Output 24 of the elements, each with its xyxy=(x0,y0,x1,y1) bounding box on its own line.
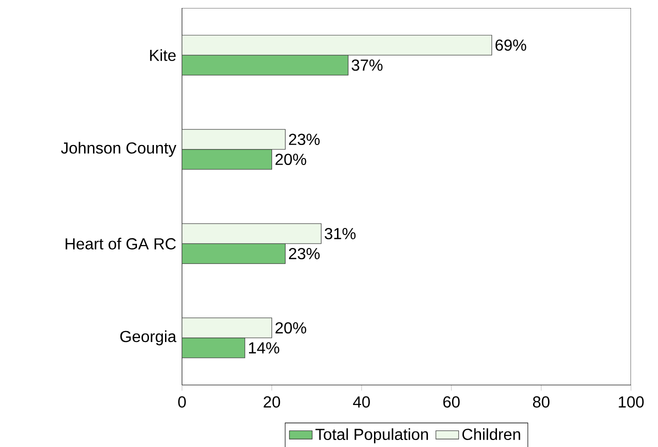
data-label: 20% xyxy=(276,154,306,166)
bar xyxy=(182,243,286,264)
bar xyxy=(182,149,272,170)
data-label: 23% xyxy=(289,134,320,146)
x-tick-label: 100 xyxy=(618,396,644,408)
y-tick-label: Johnson County xyxy=(61,142,176,157)
data-label: 37% xyxy=(352,59,383,71)
x-tick-label: 0 xyxy=(178,396,186,408)
data-label: 69% xyxy=(496,39,526,51)
x-tick-label: 80 xyxy=(532,396,550,408)
data-label: 31% xyxy=(324,228,356,240)
x-tick-label: 60 xyxy=(443,396,460,408)
bar xyxy=(182,54,348,76)
y-tick-label: Heart of GA RC xyxy=(66,238,176,250)
x-tick-label: 20 xyxy=(264,396,280,408)
data-label: 14% xyxy=(249,342,280,354)
data-label: 20% xyxy=(276,322,306,334)
legend-label: Children xyxy=(462,428,520,440)
x-tick-label: 40 xyxy=(353,396,370,408)
legend-label: Total Population xyxy=(315,428,428,444)
data-label: 23% xyxy=(289,248,320,260)
y-tick-label: Kite xyxy=(150,49,176,61)
bar xyxy=(182,338,246,358)
y-tick-label: Georgia xyxy=(120,330,176,346)
